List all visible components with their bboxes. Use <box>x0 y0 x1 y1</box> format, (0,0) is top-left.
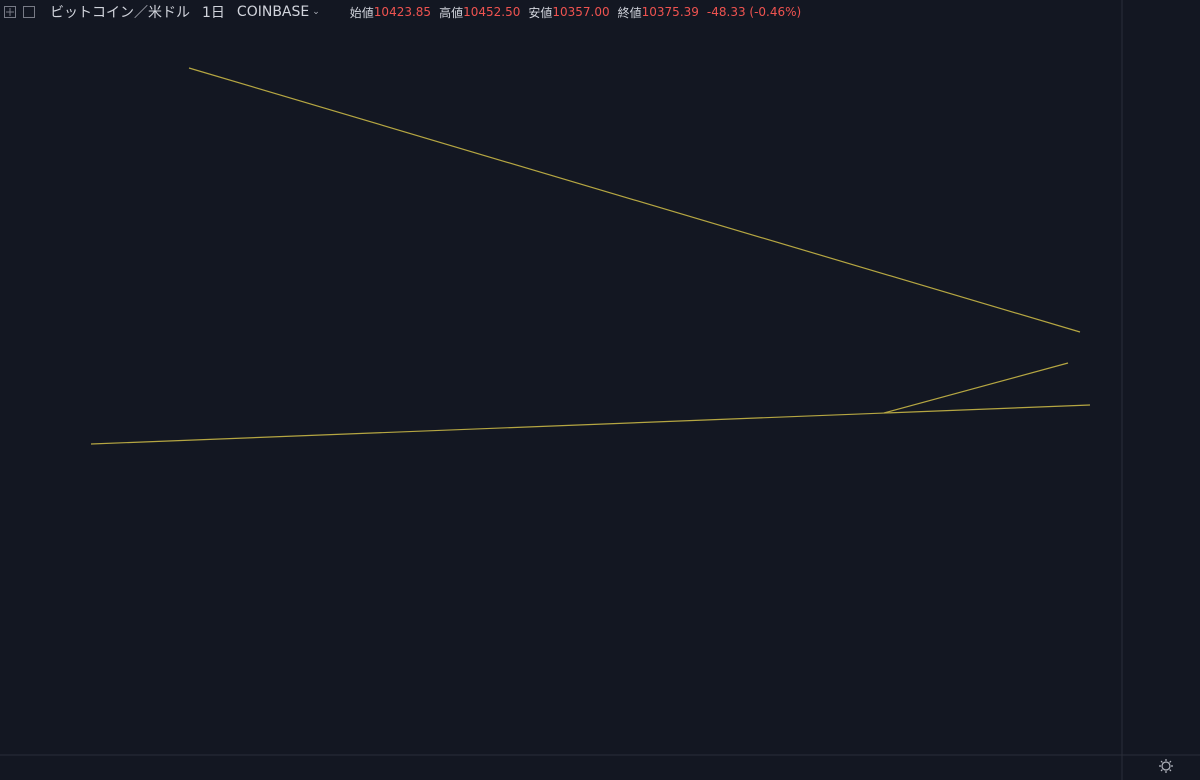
legend-value: 10357.00 <box>552 5 610 19</box>
legend-label: 高値 <box>439 5 464 20</box>
legend-value: 10375.39 <box>641 5 699 19</box>
legend-value: 10452.50 <box>463 5 521 19</box>
exchange[interactable]: COINBASE <box>236 4 310 20</box>
expand-icon-plus <box>6 8 14 16</box>
settings-icon-ring <box>1161 761 1171 771</box>
expand-icon[interactable] <box>4 6 16 18</box>
symbol[interactable]: ビットコイン／米ドル <box>50 5 190 21</box>
interval[interactable]: 1日 <box>202 5 225 21</box>
header: ビットコイン／米ドル 1日 COINBASE ⌄ 始値 10423.85 高値 … <box>50 3 809 21</box>
legend-label: 始値 <box>349 5 374 20</box>
trendline <box>188 67 1081 333</box>
legend-change: -48.33 (-0.46%) <box>706 5 802 19</box>
settings-icon[interactable] <box>1159 759 1173 773</box>
hide-icon[interactable] <box>23 6 35 18</box>
header-icons <box>4 6 35 18</box>
exchange-chevron[interactable]: ⌄ <box>312 7 320 17</box>
legend-label: 安値 <box>528 5 553 20</box>
legend-label: 終値 <box>617 5 642 20</box>
trendline <box>90 404 1091 445</box>
legend-value: 10423.85 <box>373 5 432 19</box>
settings-icon-rays <box>1159 759 1173 773</box>
trendline <box>883 362 1069 414</box>
trendlines <box>90 67 1091 445</box>
